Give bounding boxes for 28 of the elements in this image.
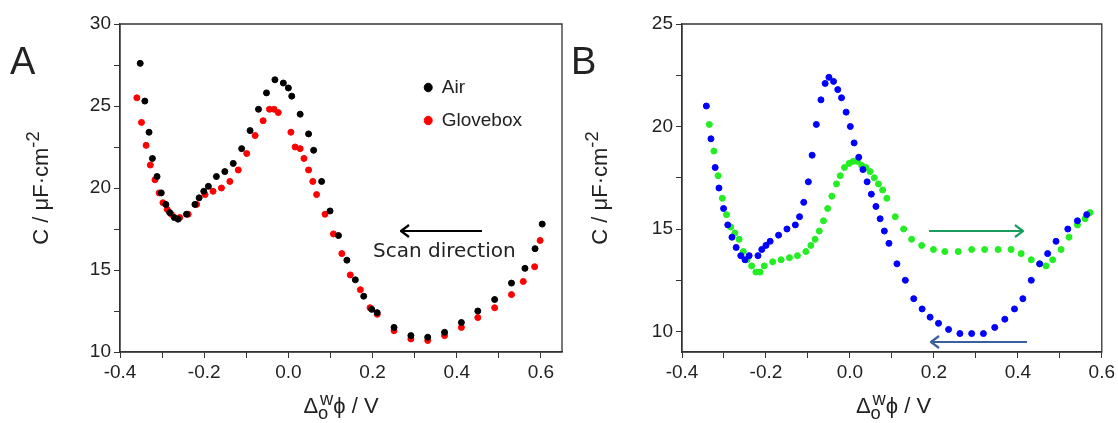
- x-axis-title: Δ$_{o}$$^{w}$ϕ / V: [303, 388, 379, 423]
- y-tick-label: 20: [651, 114, 673, 136]
- y-tick-label: 10: [89, 340, 111, 362]
- x-tick-label: 0.4: [1004, 360, 1032, 382]
- x-tick-label: 0.4: [443, 360, 471, 382]
- x-tick-label: -0.2: [749, 360, 783, 382]
- x-tick-label: 0.2: [920, 360, 948, 382]
- x-tick-label: 0.0: [275, 360, 302, 382]
- x-tick-label: 0.6: [1088, 360, 1115, 382]
- y-tick-label: 25: [89, 94, 111, 116]
- chart-title: A: [10, 40, 36, 83]
- legend-label: Glovebox: [441, 108, 523, 130]
- y-tick-label: 30: [89, 12, 111, 34]
- y-tick-label: 15: [651, 217, 673, 239]
- legend-label: Air: [441, 75, 466, 97]
- y-tick-label: 15: [89, 258, 111, 280]
- x-tick-label: 0.0: [836, 360, 864, 382]
- x-tick-label: 0.2: [359, 360, 386, 382]
- x-axis-title: Δ$_{o}$$^{w}$ϕ / V: [855, 388, 932, 423]
- y-tick-label: 10: [651, 319, 673, 341]
- x-tick-label: -0.4: [103, 360, 137, 382]
- annotation: Scan direction: [373, 238, 516, 262]
- x-tick-label: -0.2: [187, 360, 221, 382]
- chart-title: B: [571, 40, 597, 83]
- x-tick-label: -0.4: [665, 360, 699, 382]
- y-tick-label: 20: [89, 176, 111, 198]
- y-tick-label: 25: [651, 12, 673, 34]
- x-tick-label: 0.6: [527, 360, 555, 382]
